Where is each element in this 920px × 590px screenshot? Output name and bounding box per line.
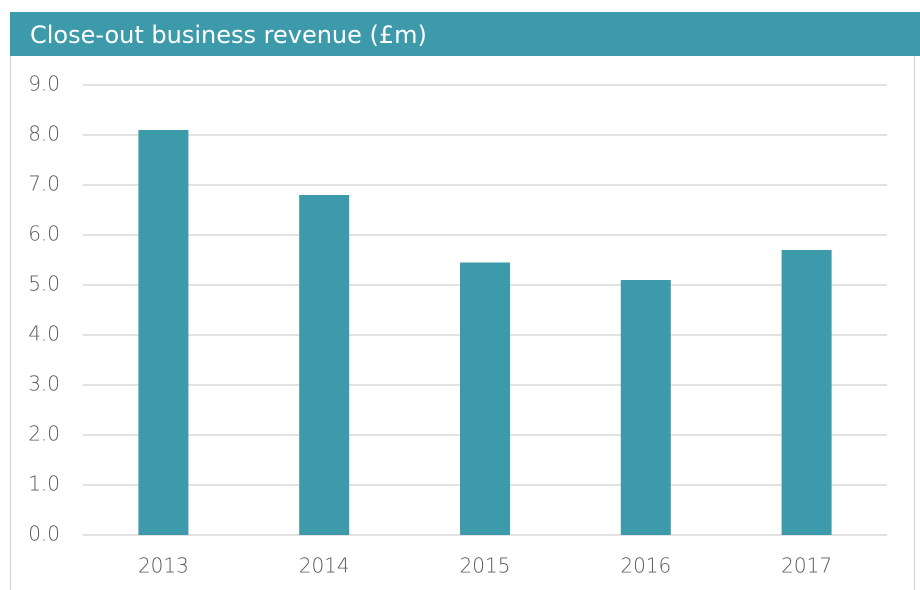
y-tick-label: 7.0 (28, 172, 60, 196)
y-tick-label: 2.0 (28, 422, 60, 446)
y-tick-label: 3.0 (28, 372, 60, 396)
x-tick-label: 2015 (460, 554, 511, 578)
x-tick-label: 2014 (299, 554, 350, 578)
y-tick-label: 5.0 (28, 272, 60, 296)
x-tick-label: 2013 (138, 554, 189, 578)
title-bar (10, 12, 920, 56)
x-tick-label: 2017 (781, 554, 832, 578)
y-tick-label: 4.0 (28, 322, 60, 346)
y-tick-label: 9.0 (28, 72, 60, 96)
bar (138, 130, 189, 535)
chart-title: Close-out business revenue (£m) (30, 21, 427, 49)
y-tick-label: 6.0 (28, 222, 60, 246)
bar (460, 262, 510, 535)
y-tick-label: 8.0 (28, 122, 60, 146)
y-tick-label: 0.0 (28, 522, 60, 546)
x-tick-label: 2016 (620, 554, 671, 578)
bar (781, 250, 832, 535)
bar (299, 195, 350, 535)
bar (620, 280, 671, 535)
y-tick-label: 1.0 (28, 472, 60, 496)
